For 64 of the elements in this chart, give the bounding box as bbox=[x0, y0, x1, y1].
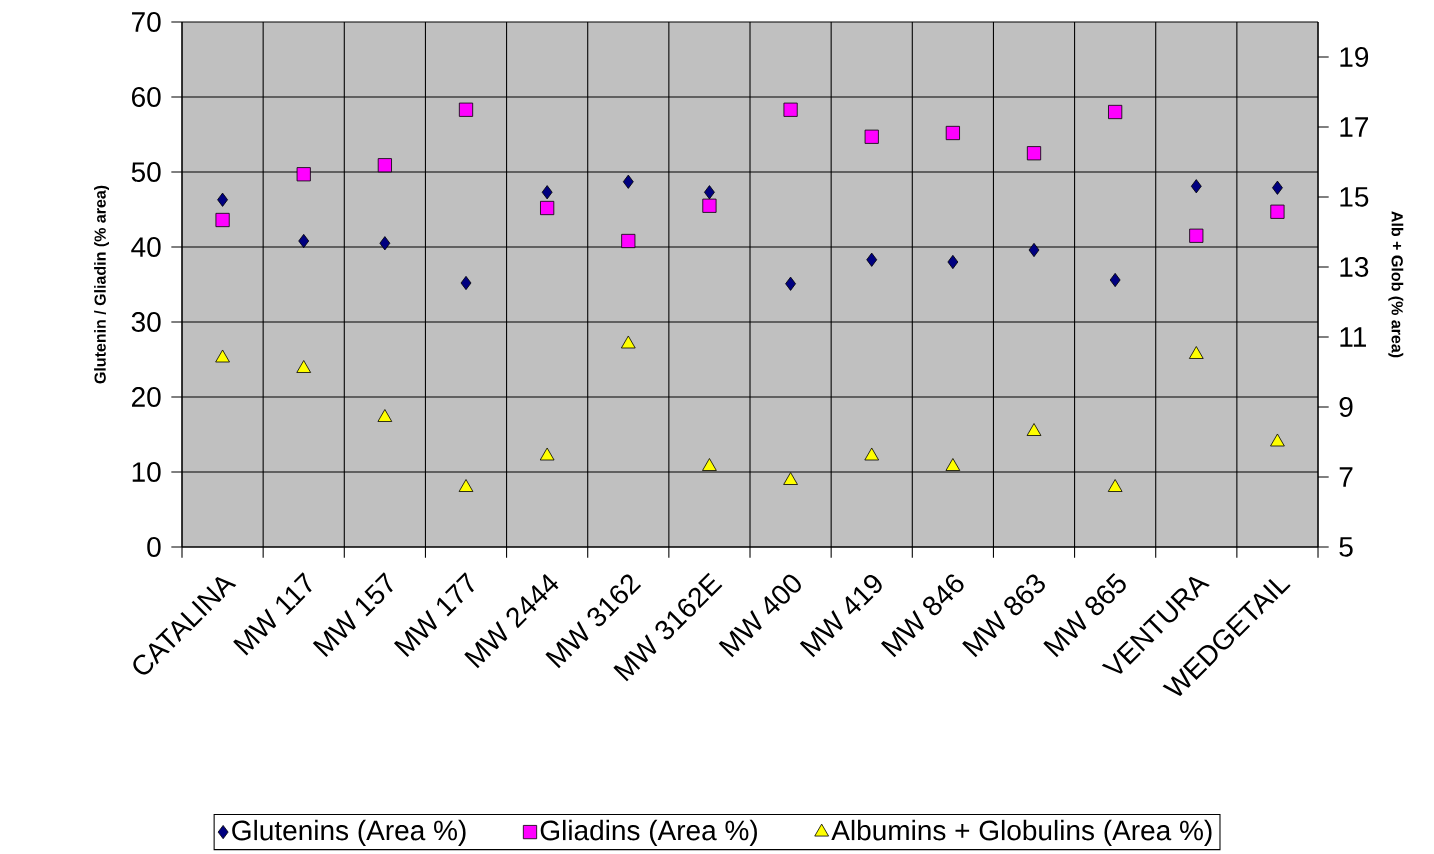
y-tick-label: 10 bbox=[132, 462, 161, 482]
point bbox=[540, 200, 555, 216]
point bbox=[704, 185, 715, 200]
point bbox=[539, 447, 555, 461]
y-tick-label: 30 bbox=[131, 312, 161, 332]
point bbox=[1026, 146, 1042, 161]
point bbox=[296, 167, 311, 182]
y-tick-label: 70 bbox=[132, 12, 161, 32]
point bbox=[1189, 228, 1204, 243]
point bbox=[702, 198, 717, 213]
point bbox=[377, 158, 392, 173]
y2-tick-label: 13 bbox=[1340, 257, 1369, 277]
point bbox=[1026, 423, 1042, 436]
point bbox=[1270, 433, 1285, 447]
legend-label: Gliadins (Area %) bbox=[540, 819, 757, 846]
legend-label: Glutenins (Area %) bbox=[232, 819, 466, 846]
point bbox=[945, 458, 961, 471]
point bbox=[458, 102, 474, 117]
point bbox=[702, 458, 717, 471]
point bbox=[541, 185, 553, 200]
x-tick-label: MW 157 bbox=[312, 572, 393, 657]
y-tick-label: 60 bbox=[132, 87, 161, 107]
point bbox=[621, 233, 636, 249]
point bbox=[1109, 272, 1121, 288]
y2-tick-label: 17 bbox=[1340, 117, 1369, 137]
point bbox=[296, 360, 312, 373]
point bbox=[864, 447, 880, 461]
y-tick-label: 20 bbox=[131, 387, 161, 407]
point bbox=[1190, 179, 1202, 194]
point bbox=[458, 479, 474, 492]
point bbox=[217, 192, 228, 207]
legend-label: Albumins + Globulins (Area %) bbox=[831, 819, 1212, 846]
y-tick-label: 40 bbox=[131, 237, 161, 257]
y2-axis-title: Alb + Glob (% area) bbox=[1388, 211, 1404, 358]
point bbox=[1188, 346, 1204, 359]
point bbox=[215, 212, 230, 228]
y2-tick-label: 19 bbox=[1340, 47, 1369, 67]
y2-tick-label: 11 bbox=[1340, 327, 1366, 347]
y-tick-label: 0 bbox=[147, 537, 161, 557]
y-tick-label: 50 bbox=[131, 162, 161, 182]
y-axis-title: Glutenin / Gliadin (% area) bbox=[94, 185, 109, 384]
y2-tick-label: 5 bbox=[1339, 537, 1353, 557]
point bbox=[1272, 180, 1283, 195]
point bbox=[783, 102, 798, 117]
point bbox=[298, 233, 310, 249]
point bbox=[866, 252, 878, 267]
point bbox=[620, 335, 636, 349]
point bbox=[1107, 479, 1123, 492]
point bbox=[377, 409, 393, 422]
point bbox=[622, 174, 634, 189]
point bbox=[947, 254, 959, 270]
y2-tick-label: 7 bbox=[1339, 467, 1353, 487]
point bbox=[783, 472, 798, 485]
point bbox=[864, 129, 879, 144]
y2-tick-label: 9 bbox=[1339, 397, 1353, 417]
point bbox=[785, 276, 796, 291]
point bbox=[215, 349, 230, 363]
point bbox=[1028, 242, 1040, 258]
point bbox=[1108, 104, 1123, 120]
point bbox=[460, 275, 472, 291]
point bbox=[1270, 204, 1285, 219]
point bbox=[379, 236, 391, 251]
point bbox=[945, 125, 960, 141]
y2-tick-label: 15 bbox=[1340, 187, 1369, 207]
